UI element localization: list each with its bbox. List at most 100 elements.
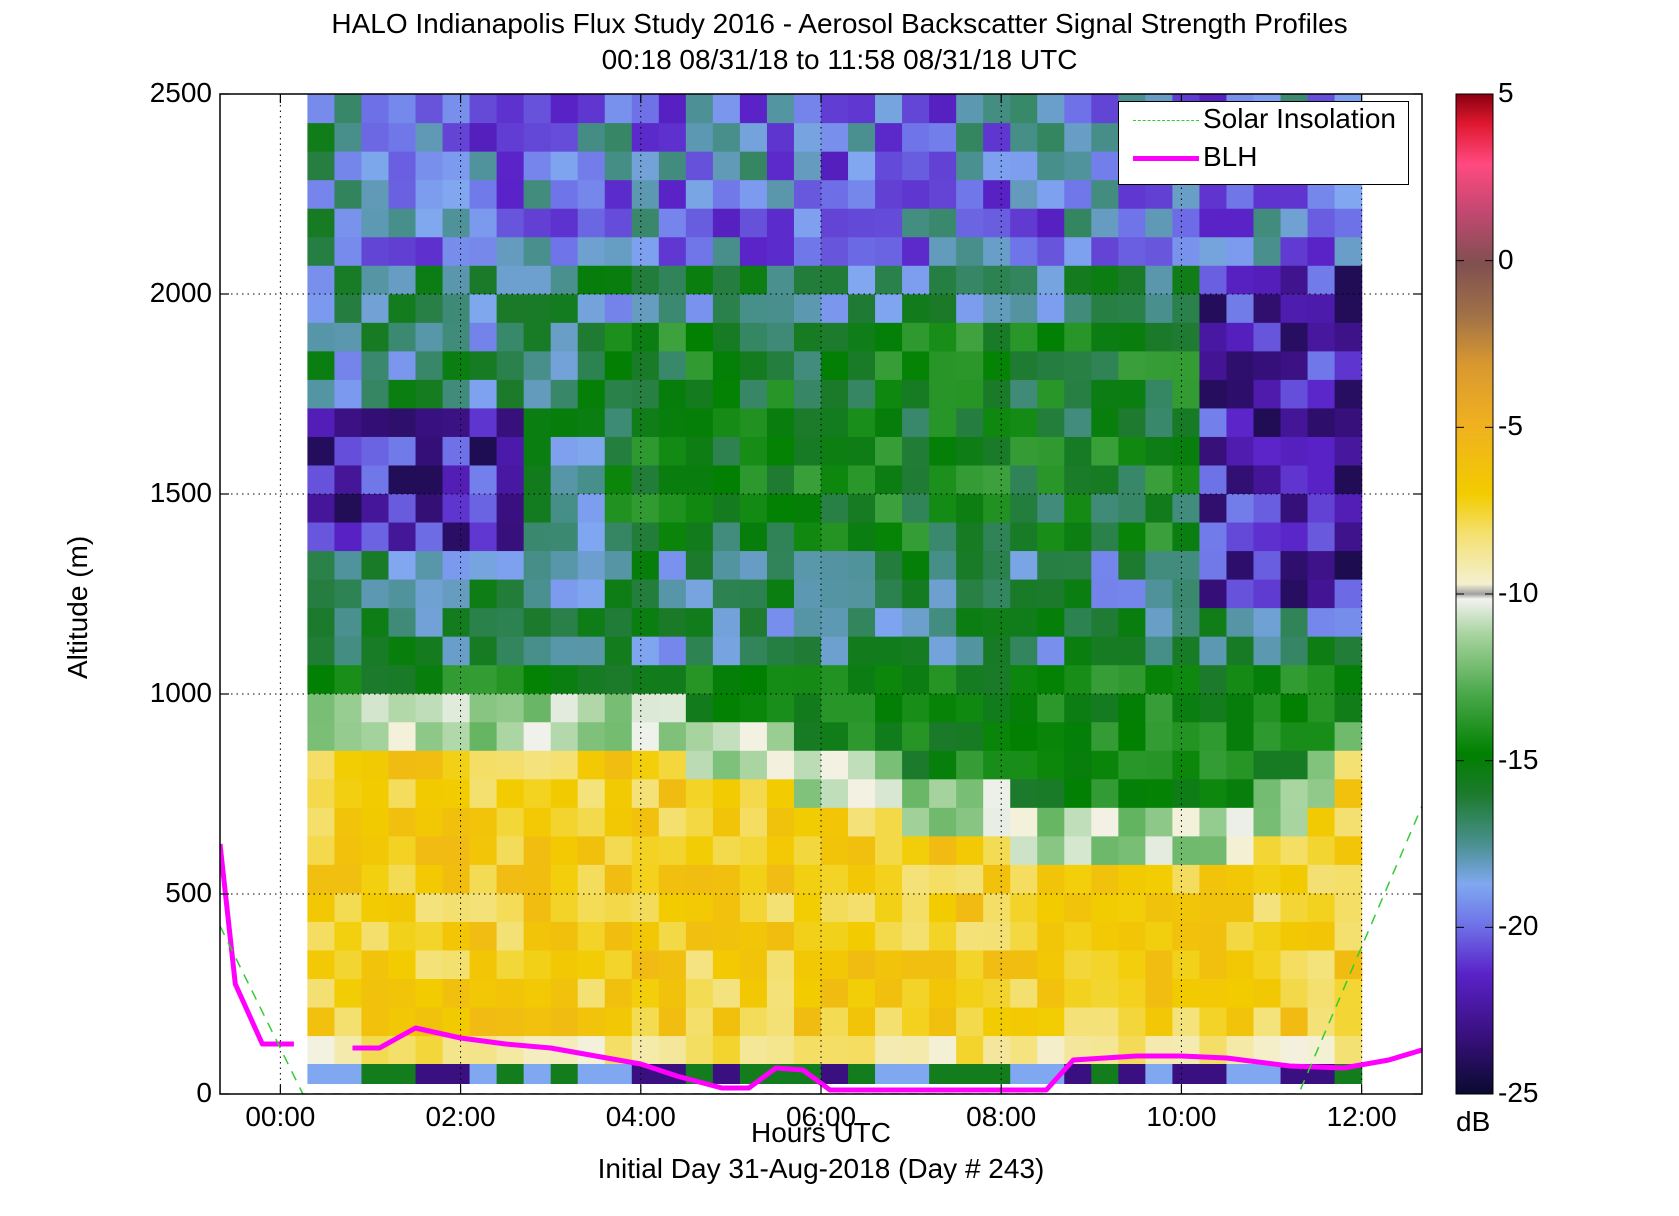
heatmap-cell — [929, 407, 957, 437]
heatmap-cell — [577, 179, 606, 209]
heatmap-cell — [496, 464, 525, 495]
heatmap-cell — [766, 921, 795, 951]
heatmap-cell — [848, 236, 876, 266]
heatmap-cell — [875, 807, 903, 837]
heatmap-cell — [1307, 721, 1336, 751]
heatmap-cell — [1226, 436, 1255, 466]
heatmap-cell — [631, 1035, 660, 1065]
heatmap-cell — [307, 521, 336, 552]
heatmap-cell — [848, 151, 876, 181]
heatmap-cell — [361, 151, 390, 181]
heatmap-cell — [821, 179, 849, 209]
heatmap-cell — [1172, 265, 1201, 295]
heatmap-cell — [307, 636, 336, 666]
heatmap-cell — [929, 436, 957, 466]
heatmap-cell — [956, 550, 984, 580]
heatmap-cell — [523, 94, 552, 124]
heatmap-cell — [577, 521, 606, 552]
heatmap-cell — [523, 835, 552, 865]
heatmap-cell — [631, 921, 660, 951]
heatmap-cell — [361, 521, 390, 552]
heatmap-cell — [712, 94, 741, 124]
heatmap-cell — [334, 293, 363, 323]
heatmap-cell — [1064, 122, 1092, 152]
heatmap-cell — [929, 1006, 957, 1037]
heatmap-cell — [712, 521, 741, 552]
heatmap-cell — [902, 949, 930, 980]
heatmap-cell — [766, 265, 795, 295]
heatmap-cell — [1199, 322, 1228, 352]
heatmap-cell — [1307, 521, 1336, 552]
heatmap-cell — [1037, 949, 1065, 980]
heatmap-cell — [1226, 236, 1255, 266]
heatmap-cell — [550, 636, 579, 666]
heatmap-cell — [848, 94, 876, 124]
heatmap-cell — [875, 693, 903, 723]
heatmap-cell — [1064, 864, 1092, 894]
heatmap-cell — [1064, 607, 1092, 637]
heatmap-cell — [875, 521, 903, 552]
heatmap-cell — [1091, 151, 1119, 181]
heatmap-cell — [523, 208, 552, 238]
colorbar-tick-label: -15 — [1498, 743, 1539, 775]
heatmap-cell — [1091, 778, 1119, 808]
heatmap-cell — [821, 664, 849, 694]
heatmap-cell — [1145, 807, 1174, 837]
heatmap-cell — [1307, 436, 1336, 466]
heatmap-cell — [469, 835, 498, 865]
heatmap-cell — [1010, 807, 1038, 837]
heatmap-cell — [766, 94, 795, 124]
heatmap-cell — [550, 835, 579, 865]
heatmap-cell — [1280, 293, 1309, 323]
heatmap-cell — [577, 1006, 606, 1037]
heatmap-cell — [577, 493, 606, 523]
heatmap-cell — [496, 208, 525, 238]
heatmap-cell — [766, 322, 795, 352]
heatmap-cell — [875, 151, 903, 181]
heatmap-cell — [1145, 550, 1174, 580]
heatmap-cell — [1037, 892, 1065, 922]
heatmap-cell — [929, 579, 957, 609]
heatmap-cell — [1253, 521, 1282, 552]
heatmap-cell — [658, 122, 687, 152]
heatmap-cell — [929, 236, 957, 266]
heatmap-cell — [334, 94, 363, 124]
heatmap-cell — [469, 921, 498, 951]
heatmap-cell — [1199, 892, 1228, 922]
heatmap-cell — [1037, 151, 1065, 181]
heatmap-cell — [496, 322, 525, 352]
heatmap-cell — [1280, 521, 1309, 552]
heatmap-cell — [1334, 208, 1363, 238]
heatmap-cell — [739, 921, 768, 951]
heatmap-cell — [848, 407, 876, 437]
heatmap-cell — [902, 607, 930, 637]
heatmap-cell — [1091, 1064, 1119, 1084]
heatmap-cell — [1010, 521, 1038, 552]
heatmap-cell — [848, 750, 876, 780]
heatmap-cell — [766, 293, 795, 323]
heatmap-cell — [1253, 1006, 1282, 1037]
heatmap-cell — [1010, 1035, 1038, 1065]
heatmap-cell — [1226, 1064, 1255, 1084]
heatmap-cell — [1199, 693, 1228, 723]
heatmap-cell — [388, 265, 417, 295]
heatmap-cell — [766, 664, 795, 694]
heatmap-cell — [875, 322, 903, 352]
heatmap-cell — [361, 636, 390, 666]
heatmap-cell — [766, 521, 795, 552]
heatmap-cell — [1307, 493, 1336, 523]
heatmap-cell — [1307, 550, 1336, 580]
heatmap-cell — [902, 1064, 930, 1084]
heatmap-cell — [983, 464, 1011, 495]
heatmap-cell — [442, 122, 471, 152]
heatmap-cell — [685, 208, 714, 238]
heatmap-cell — [388, 721, 417, 751]
heatmap-cell — [631, 664, 660, 694]
heatmap-cell — [983, 978, 1011, 1008]
heatmap-cell — [1037, 778, 1065, 808]
heatmap-cell — [388, 293, 417, 323]
heatmap-cell — [631, 835, 660, 865]
heatmap-cell — [793, 835, 822, 865]
heatmap-cell — [469, 236, 498, 266]
heatmap-cell — [1010, 778, 1038, 808]
